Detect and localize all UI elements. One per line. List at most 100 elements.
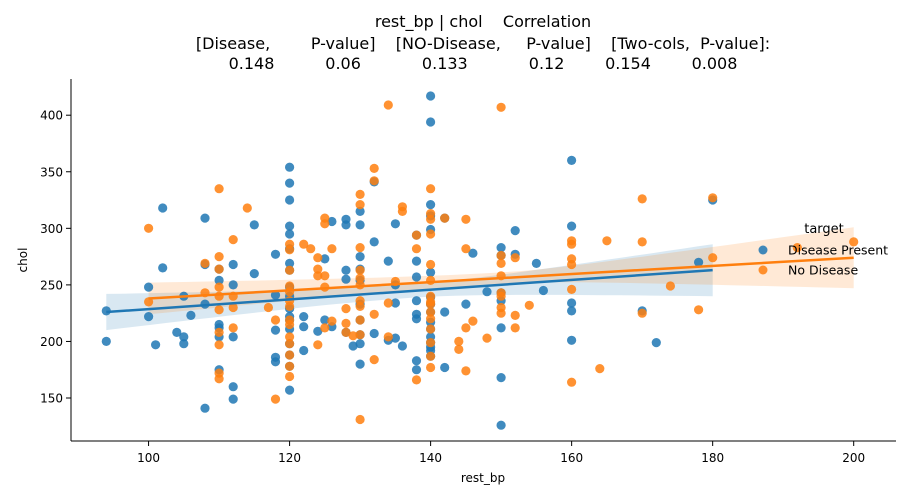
data-point xyxy=(496,420,506,430)
data-point xyxy=(567,221,577,231)
x-tick-label: 100 xyxy=(137,451,160,465)
data-point xyxy=(348,341,358,351)
y-axis-title: chol xyxy=(16,248,30,273)
y-tick-label: 150 xyxy=(40,392,63,406)
data-point xyxy=(567,298,577,308)
data-point xyxy=(214,340,224,350)
data-point xyxy=(496,250,506,261)
data-point xyxy=(299,345,309,356)
data-point xyxy=(285,162,295,172)
data-point xyxy=(510,226,520,236)
data-point xyxy=(708,193,718,203)
y-ticks: 150 200 250 300 350 400 xyxy=(40,109,71,406)
data-point xyxy=(383,100,393,110)
data-point xyxy=(327,244,337,254)
data-point xyxy=(320,219,330,229)
data-point xyxy=(327,316,337,326)
data-point xyxy=(426,307,436,317)
data-point xyxy=(510,310,520,320)
data-point xyxy=(341,327,351,337)
data-point xyxy=(270,357,281,367)
data-point xyxy=(426,314,436,324)
data-point xyxy=(320,271,330,281)
data-point xyxy=(214,305,224,315)
data-point xyxy=(214,252,224,262)
data-point xyxy=(426,362,436,373)
data-point xyxy=(214,184,224,194)
data-point xyxy=(158,263,168,273)
regression-lines xyxy=(106,256,854,314)
data-point xyxy=(849,237,859,247)
data-point xyxy=(567,377,577,387)
data-point xyxy=(355,206,365,216)
data-point xyxy=(461,323,471,333)
data-point xyxy=(341,304,351,314)
data-point xyxy=(285,361,295,371)
data-point xyxy=(200,213,210,223)
data-point xyxy=(341,220,351,230)
y-tick-label: 400 xyxy=(40,109,63,123)
data-point xyxy=(320,323,330,333)
data-point xyxy=(440,362,450,373)
data-point xyxy=(270,290,281,300)
data-point xyxy=(341,265,351,275)
data-point xyxy=(355,359,365,369)
data-point xyxy=(172,327,182,337)
data-point xyxy=(637,194,647,204)
data-point xyxy=(228,302,238,313)
data-point xyxy=(151,340,161,350)
data-point xyxy=(313,340,323,350)
data-point xyxy=(242,203,252,213)
x-tick-label: 140 xyxy=(419,451,442,465)
data-point xyxy=(228,235,238,245)
data-point xyxy=(144,282,154,292)
data-point xyxy=(411,296,422,306)
data-point xyxy=(454,336,464,346)
data-point xyxy=(426,338,436,348)
data-point xyxy=(595,364,605,374)
data-point xyxy=(299,322,309,332)
data-point xyxy=(426,259,436,270)
data-point xyxy=(637,237,647,247)
data-point xyxy=(355,330,365,340)
x-tick-label: 120 xyxy=(278,451,301,465)
data-point xyxy=(482,333,492,343)
data-point xyxy=(531,258,542,268)
data-point xyxy=(369,328,379,339)
x-tick-label: 180 xyxy=(701,451,724,465)
data-point xyxy=(426,91,436,101)
data-point xyxy=(567,335,577,345)
data-point xyxy=(496,323,506,333)
data-point xyxy=(567,155,577,165)
data-point xyxy=(390,219,400,229)
data-point xyxy=(214,374,224,384)
data-point xyxy=(285,332,295,342)
data-point xyxy=(397,341,407,351)
data-point xyxy=(228,332,238,342)
y-tick-label: 350 xyxy=(40,165,63,179)
data-point xyxy=(179,332,189,342)
chart-title-line-3: 0.148 0.06 0.133 0.12 0.154 0.008 xyxy=(228,54,738,73)
data-point xyxy=(369,237,379,247)
data-point xyxy=(355,189,365,199)
data-point xyxy=(482,287,492,297)
data-point xyxy=(369,309,379,319)
data-point xyxy=(355,301,365,311)
data-point xyxy=(426,324,436,334)
data-point xyxy=(355,339,365,349)
data-point xyxy=(228,394,238,404)
data-point xyxy=(313,326,323,336)
data-point xyxy=(461,299,471,309)
data-point xyxy=(708,253,718,263)
data-point xyxy=(270,325,281,335)
regression-line-disease-present xyxy=(106,268,713,314)
data-point xyxy=(341,318,351,328)
data-point xyxy=(567,284,577,294)
data-point xyxy=(567,306,577,316)
data-point xyxy=(411,375,422,385)
data-point xyxy=(792,243,802,253)
data-point xyxy=(411,244,422,254)
y-tick-label: 300 xyxy=(40,222,63,236)
data-point xyxy=(496,243,506,253)
